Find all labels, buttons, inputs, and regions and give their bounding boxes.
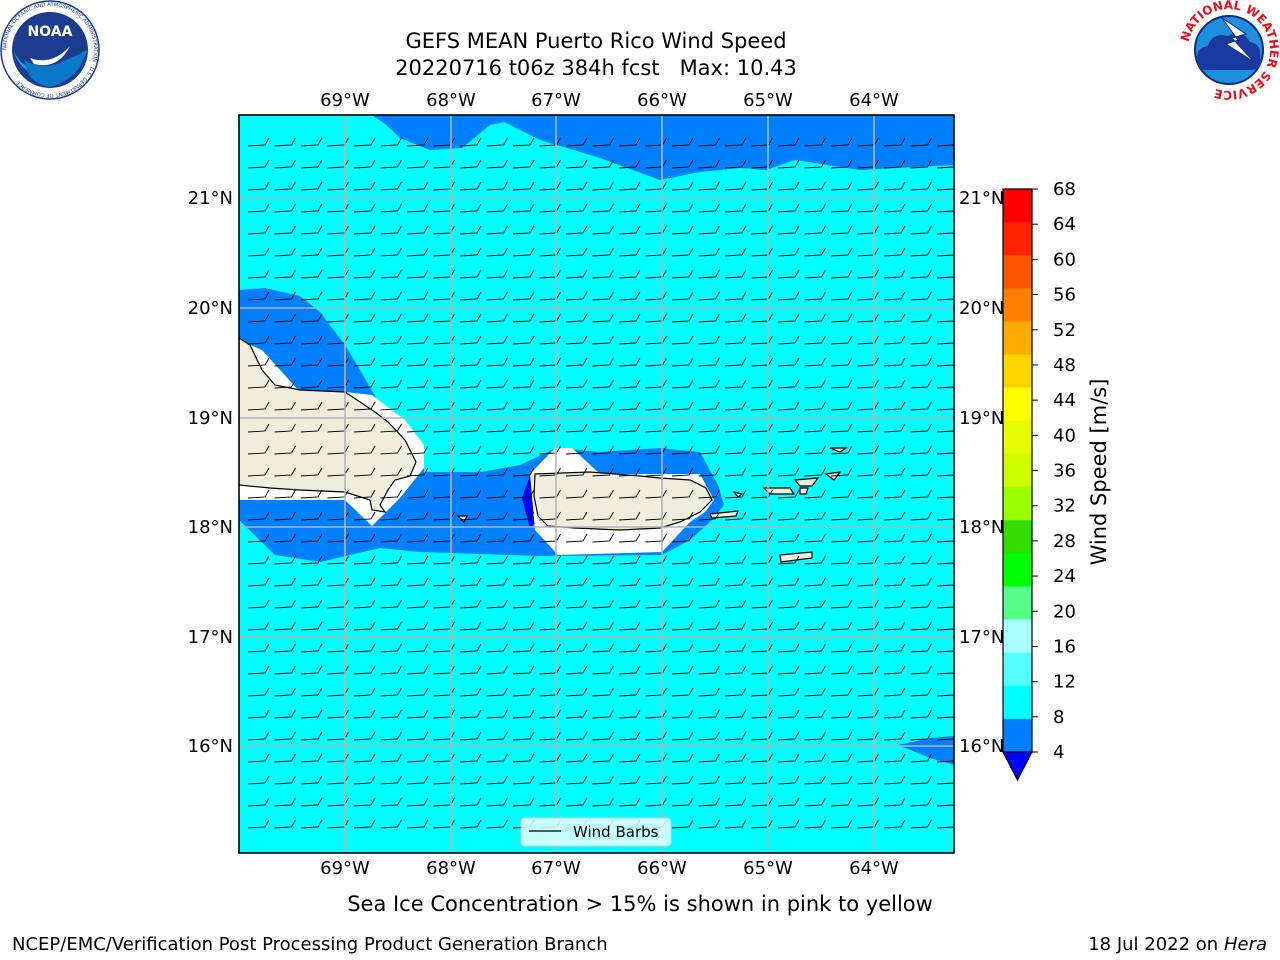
colorbar-segment xyxy=(1003,288,1032,322)
title-line-2: 20220716 t06z 384h fcst Max: 10.43 xyxy=(395,56,797,80)
colorbar-segment xyxy=(1003,586,1032,621)
lon-label-top: 65°W xyxy=(743,90,793,111)
colorbar-tick-label: 12 xyxy=(1053,672,1076,693)
lon-label-top: 64°W xyxy=(849,90,899,111)
lon-label-top: 68°W xyxy=(426,90,476,111)
lon-label-bottom: 66°W xyxy=(637,858,687,879)
colorbar-tick-label: 56 xyxy=(1053,285,1076,306)
longitude-labels-top: 69°W 68°W 67°W 66°W 65°W 64°W xyxy=(320,90,899,111)
lat-label-right: 19°N xyxy=(959,408,1004,429)
colorbar-segment xyxy=(1003,553,1032,587)
noaa-logo-icon: NOAA NATIONAL OCEANIC AND ATMOSPHERIC AD… xyxy=(0,0,100,100)
longitude-labels-bottom: 69°W 68°W 67°W 66°W 65°W 64°W xyxy=(320,858,899,879)
colorbar-tick-label: 24 xyxy=(1053,566,1076,587)
sea-ice-note: Sea Ice Concentration > 15% is shown in … xyxy=(347,892,933,916)
title-line-1: GEFS MEAN Puerto Rico Wind Speed xyxy=(405,29,786,53)
machine-name: Hera xyxy=(1224,934,1267,955)
colorbar-segment xyxy=(1003,321,1032,356)
lon-label-bottom: 64°W xyxy=(849,858,899,879)
colorbar-tick-label: 68 xyxy=(1053,179,1076,200)
lon-label-top: 67°W xyxy=(531,90,581,111)
lon-label-bottom: 68°W xyxy=(426,858,476,879)
colorbar-segment xyxy=(1003,520,1032,554)
lat-label-left: 16°N xyxy=(188,736,233,757)
colorbar-segment xyxy=(1003,189,1032,223)
wind-barbs xyxy=(247,137,954,829)
lat-label-left: 21°N xyxy=(188,188,233,209)
latitude-labels-right: 21°N 20°N 19°N 18°N 17°N 16°N xyxy=(959,188,1004,757)
colorbar-tick-label: 20 xyxy=(1053,601,1076,622)
lat-label-right: 16°N xyxy=(959,736,1004,757)
colorbar-under-arrow xyxy=(1002,751,1033,782)
colorbar-segment xyxy=(1003,222,1032,256)
land-saint-croix xyxy=(779,551,813,563)
colorbar-segment xyxy=(1003,387,1032,422)
colorbar-tick-label: 48 xyxy=(1053,355,1076,376)
map-legend: Wind Barbs xyxy=(520,817,672,847)
lat-label-right: 18°N xyxy=(959,517,1004,538)
latitude-labels-left: 21°N 20°N 19°N 18°N 17°N 16°N xyxy=(188,188,233,757)
date-stamp: 18 Jul 2022 on Hera xyxy=(1088,934,1267,955)
legend-label: Wind Barbs xyxy=(573,823,659,841)
colorbar-tick-label: 44 xyxy=(1053,390,1076,411)
colorbar-tick-label: 4 xyxy=(1053,742,1064,763)
colorbar-tick-label: 28 xyxy=(1053,531,1076,552)
lat-label-right: 17°N xyxy=(959,627,1004,648)
colorbar-tick-label: 60 xyxy=(1053,249,1076,270)
colorbar-tick-label: 52 xyxy=(1053,320,1076,341)
colorbar-tick-label: 36 xyxy=(1053,461,1076,482)
colorbar-segment xyxy=(1003,255,1032,289)
colorbar-segment xyxy=(1003,652,1032,687)
map-gridlines xyxy=(239,115,954,853)
noaa-logo-text: NOAA xyxy=(28,24,73,40)
lon-label-top: 69°W xyxy=(320,90,370,111)
nws-logo-icon: NATIONAL WEATHER SERVICE xyxy=(1178,0,1280,102)
lat-label-left: 18°N xyxy=(188,517,233,538)
colorbar-tick-label: 8 xyxy=(1053,707,1064,728)
colorbar-tick-label: 16 xyxy=(1053,636,1076,657)
colorbar: 68 64 60 56 52 48 44 40 36 32 28 24 20 16 12 8 4 xyxy=(1002,179,1076,782)
lat-label-right: 20°N xyxy=(959,298,1004,319)
colorbar-segment xyxy=(1003,354,1032,389)
lon-label-bottom: 67°W xyxy=(531,858,581,879)
colorbar-segment xyxy=(1003,487,1032,521)
lat-label-left: 19°N xyxy=(188,408,233,429)
date-text: 18 Jul 2022 on xyxy=(1088,934,1224,955)
colorbar-segment xyxy=(1003,619,1032,654)
colorbar-segment xyxy=(1003,453,1032,488)
colorbar-segment xyxy=(1003,685,1032,720)
wind-4-8-band-southeast xyxy=(898,736,954,765)
colorbar-tick-label: 40 xyxy=(1053,425,1076,446)
lon-label-bottom: 69°W xyxy=(320,858,370,879)
colorbar-tick-label: 64 xyxy=(1053,214,1076,235)
credit-text: NCEP/EMC/Verification Post Processing Pr… xyxy=(12,934,608,955)
map-frame xyxy=(238,114,955,854)
colorbar-tick-label: 32 xyxy=(1053,496,1076,517)
colorbar-segment xyxy=(1003,718,1032,753)
lon-label-top: 66°W xyxy=(637,90,687,111)
colorbar-segment xyxy=(1003,420,1032,455)
map-area xyxy=(239,115,954,853)
lat-label-right: 21°N xyxy=(959,188,1004,209)
colorbar-label: Wind Speed [m/s] xyxy=(1087,379,1111,566)
wind-4-8-band-north xyxy=(372,115,954,180)
lon-label-bottom: 65°W xyxy=(743,858,793,879)
lat-label-left: 20°N xyxy=(188,298,233,319)
lat-label-left: 17°N xyxy=(188,627,233,648)
